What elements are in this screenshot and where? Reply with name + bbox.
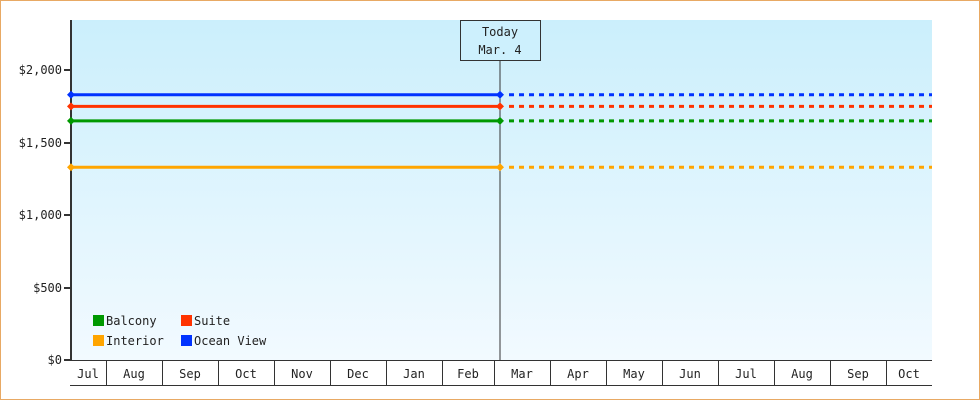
y-tick-label: $2,000 [19,63,62,77]
data-point [67,163,75,172]
data-point [496,163,504,172]
y-tick-label: $0 [48,353,62,367]
x-axis: Jul Aug Sep Oct Nov Dec Jan Feb Mar Apr May Jun Jul A… [70,360,932,386]
x-tick-label: Feb [457,367,479,381]
x-tick-label: Mar [511,367,533,381]
x-tick-label: Jul [735,367,757,381]
today-marker: Today Mar. 4 [460,20,541,360]
plot-area [71,20,932,360]
y-tick-label: $1,000 [19,208,62,222]
legend-label: Ocean View [194,334,267,348]
x-tick-label: Jan [403,367,425,381]
x-tick-label: Oct [898,367,920,381]
x-tick-label: Aug [123,367,145,381]
today-label-box [460,20,541,61]
x-tick-label: Jul [77,367,99,381]
legend-label: Balcony [106,314,157,328]
series-suite [67,102,932,111]
data-point [496,90,504,99]
x-tick-label: Nov [291,367,313,381]
x-tick-label: Dec [347,367,369,381]
legend-label: Interior [106,334,164,348]
x-tick-label: Oct [235,367,257,381]
series-interior [67,163,932,172]
x-tick-label: Aug [791,367,813,381]
legend-label: Suite [194,314,230,328]
data-point [67,102,75,111]
today-label: Today [482,25,518,39]
data-point [496,116,504,125]
data-point [496,102,504,111]
series-group [67,90,932,172]
x-tick-label: Sep [847,367,869,381]
y-axis: $0 $500 $1,000 $1,500 $2,000 [19,20,72,367]
x-tick-label: May [623,367,645,381]
data-point [67,90,75,99]
x-tick-label: Sep [179,367,201,381]
legend: Balcony Suite Interior Ocean View [93,314,267,348]
series-ocean-view [67,90,932,99]
data-point [67,116,75,125]
legend-swatch [181,315,192,326]
x-tick-label: Jun [679,367,701,381]
legend-swatch [181,335,192,346]
legend-swatch [93,335,104,346]
series-balcony [67,116,932,125]
y-tick-label: $1,500 [19,136,62,150]
today-date: Mar. 4 [478,43,521,57]
x-tick-label: Apr [567,367,589,381]
y-tick-label: $500 [33,281,62,295]
legend-swatch [93,315,104,326]
